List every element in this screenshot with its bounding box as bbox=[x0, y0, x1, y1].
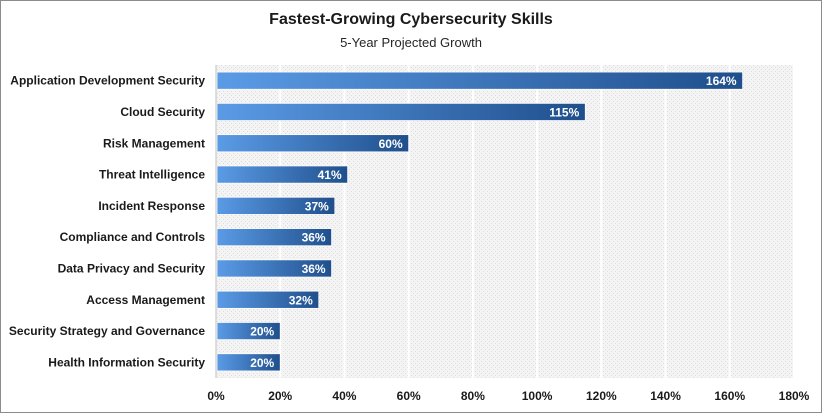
data-label: 164% bbox=[706, 74, 737, 88]
category-label: Incident Response bbox=[98, 199, 205, 213]
x-tick-label: 140% bbox=[650, 389, 681, 403]
bar bbox=[216, 165, 349, 184]
x-tick-label: 160% bbox=[714, 389, 745, 403]
x-tick-label: 180% bbox=[779, 389, 810, 403]
data-label: 36% bbox=[302, 262, 326, 276]
x-tick-label: 40% bbox=[332, 389, 356, 403]
category-label: Threat Intelligence bbox=[99, 168, 205, 182]
bar bbox=[216, 134, 410, 153]
bar bbox=[216, 196, 336, 215]
x-tick-label: 80% bbox=[461, 389, 485, 403]
bar bbox=[216, 290, 320, 309]
x-tick-label: 0% bbox=[207, 389, 225, 403]
bar bbox=[216, 102, 586, 121]
data-label: 41% bbox=[318, 168, 342, 182]
data-label: 36% bbox=[302, 231, 326, 245]
x-tick-label: 60% bbox=[397, 389, 421, 403]
bar bbox=[216, 259, 332, 278]
data-label: 32% bbox=[289, 293, 313, 307]
category-label: Application Development Security bbox=[10, 74, 205, 88]
chart-title: Fastest-Growing Cybersecurity Skills bbox=[269, 11, 553, 28]
category-label: Health Information Security bbox=[48, 355, 205, 369]
data-label: 115% bbox=[549, 105, 579, 119]
category-label: Cloud Security bbox=[120, 105, 205, 119]
bar bbox=[216, 71, 744, 90]
category-label: Compliance and Controls bbox=[60, 230, 206, 244]
x-tick-label: 20% bbox=[268, 389, 292, 403]
bar bbox=[216, 353, 281, 372]
bar bbox=[216, 322, 281, 341]
x-tick-label: 100% bbox=[522, 389, 553, 403]
category-label: Risk Management bbox=[103, 136, 205, 150]
data-label: 60% bbox=[379, 137, 403, 151]
chart-subtitle: 5-Year Projected Growth bbox=[340, 35, 482, 50]
data-label: 20% bbox=[250, 356, 274, 370]
data-label: 37% bbox=[305, 199, 329, 213]
x-tick-label: 120% bbox=[586, 389, 617, 403]
bar bbox=[216, 228, 332, 247]
data-label: 20% bbox=[250, 325, 274, 339]
category-label: Security Strategy and Governance bbox=[9, 324, 205, 338]
category-label: Data Privacy and Security bbox=[58, 261, 206, 275]
category-label: Access Management bbox=[86, 293, 205, 307]
